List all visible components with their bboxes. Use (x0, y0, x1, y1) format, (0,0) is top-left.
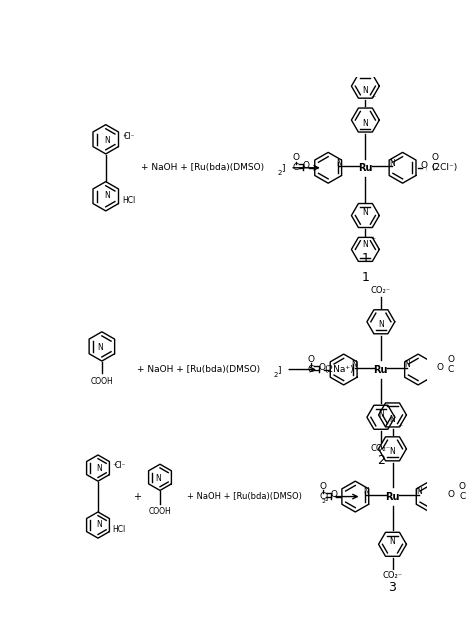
Text: O: O (319, 482, 326, 491)
Text: O: O (448, 490, 455, 499)
Text: N: N (97, 520, 102, 529)
Text: N: N (378, 320, 384, 329)
Text: O: O (303, 161, 310, 170)
Text: (2Na⁺): (2Na⁺) (324, 365, 354, 374)
Text: O: O (432, 153, 438, 162)
Text: 2: 2 (377, 454, 385, 467)
Text: (2Cl⁻): (2Cl⁻) (431, 163, 457, 172)
Text: ]: ] (277, 365, 281, 374)
Text: C: C (432, 163, 438, 172)
Text: C: C (459, 492, 465, 501)
Text: N: N (363, 87, 368, 96)
Text: Ru: Ru (374, 365, 388, 374)
Text: N: N (363, 208, 368, 217)
Text: ]: ] (324, 492, 328, 501)
Text: C: C (308, 365, 314, 374)
Text: C: C (447, 365, 454, 374)
Text: N: N (390, 447, 395, 456)
Text: ]: ] (281, 163, 284, 172)
Text: N: N (104, 135, 110, 145)
Text: N: N (336, 159, 342, 168)
Text: C: C (319, 492, 326, 501)
Text: + NaOH + [Ru(bda)(DMSO): + NaOH + [Ru(bda)(DMSO) (141, 163, 264, 172)
Text: +: + (371, 236, 376, 241)
Text: N: N (363, 487, 369, 496)
Text: N: N (352, 360, 357, 369)
Text: N: N (390, 537, 395, 545)
Text: + NaOH + [Ru(bda)(DMSO): + NaOH + [Ru(bda)(DMSO) (137, 365, 260, 374)
Text: N: N (390, 415, 395, 424)
Text: CO₂⁻: CO₂⁻ (371, 287, 391, 296)
Text: Ru: Ru (385, 492, 400, 501)
Text: 1: 1 (362, 252, 369, 265)
Text: COOH: COOH (149, 508, 172, 517)
Text: O: O (459, 482, 466, 491)
Text: N: N (389, 159, 394, 168)
Text: N: N (97, 464, 102, 473)
Text: N: N (404, 360, 410, 369)
Text: O: O (308, 355, 315, 364)
Text: O: O (319, 363, 326, 372)
Text: N: N (363, 240, 368, 249)
Text: N: N (98, 344, 103, 353)
Text: 2: 2 (278, 170, 282, 176)
Text: +: + (113, 462, 118, 467)
Text: O: O (447, 355, 454, 364)
Text: + NaOH + [Ru(bda)(DMSO): + NaOH + [Ru(bda)(DMSO) (187, 492, 302, 501)
Text: O: O (330, 490, 337, 499)
Text: O: O (292, 153, 299, 162)
Text: N: N (416, 487, 422, 496)
Text: HCl: HCl (113, 525, 126, 534)
Text: +: + (398, 423, 403, 428)
Text: N: N (104, 191, 110, 200)
Text: 2: 2 (321, 499, 325, 504)
Text: +: + (122, 133, 127, 138)
Text: 3: 3 (389, 581, 396, 594)
Text: COOH: COOH (91, 376, 113, 386)
Text: CO₂⁻: CO₂⁻ (371, 444, 391, 453)
Text: Cl⁻: Cl⁻ (124, 133, 135, 142)
Text: 1: 1 (362, 271, 369, 283)
Text: HCl: HCl (122, 196, 135, 205)
Text: N: N (378, 410, 384, 419)
Text: N: N (155, 474, 161, 483)
Text: O: O (436, 363, 443, 372)
Text: +: + (133, 492, 141, 501)
Text: 2: 2 (274, 372, 278, 378)
Text: N: N (363, 119, 368, 128)
Text: C: C (292, 163, 299, 172)
Text: Cl⁻: Cl⁻ (114, 462, 126, 470)
Text: Ru: Ru (358, 163, 373, 173)
Text: CO₂⁻: CO₂⁻ (383, 570, 402, 579)
Text: O: O (421, 161, 428, 170)
Text: +: + (371, 94, 376, 99)
